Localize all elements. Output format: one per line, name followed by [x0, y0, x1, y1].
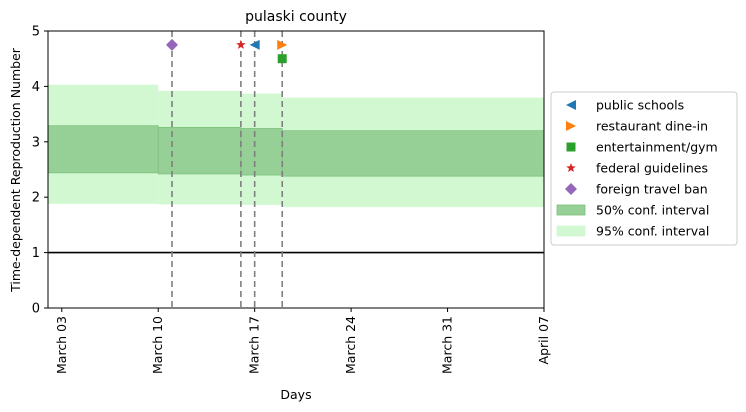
- legend-box: [550, 91, 738, 246]
- y-tick-label: 3: [32, 135, 40, 150]
- x-tick-label: March 17: [247, 316, 262, 374]
- intervention-marker: [249, 39, 260, 50]
- legend-label: 50% conf. interval: [596, 203, 709, 218]
- x-axis-label: Days: [280, 387, 311, 402]
- legend-swatch: [556, 225, 586, 237]
- intervention-marker: [277, 54, 287, 64]
- plot-area: 0 1 2 3 4 5 March 03 March 10 March 17 March 24 Ma…: [32, 25, 551, 374]
- y-tick-label: 1: [32, 246, 40, 261]
- chart-title: pulaski county: [245, 9, 347, 25]
- intervention-marker: [236, 39, 246, 49]
- x-tick-label: April 07: [536, 316, 551, 364]
- ci50-band: [47, 125, 159, 174]
- legend-marker: [566, 100, 576, 110]
- legend-label: foreign travel ban: [596, 182, 708, 197]
- x-tick-label: March 03: [54, 316, 69, 374]
- legend-label: 95% conf. interval: [596, 224, 709, 239]
- ci50-band: [281, 130, 545, 177]
- y-tick-label: 2: [32, 191, 40, 206]
- x-tick-label: March 31: [440, 316, 455, 374]
- intervention-marker: [166, 38, 178, 51]
- legend-label: restaurant dine-in: [596, 119, 708, 134]
- legend-label: entertainment/gym: [596, 140, 718, 155]
- intervention-marker: [277, 39, 288, 50]
- legend-swatch: [556, 204, 586, 216]
- legend-marker: [565, 183, 577, 195]
- ci50-band: [157, 126, 242, 175]
- ci50-band: [240, 128, 283, 176]
- legend-label: public schools: [596, 98, 684, 113]
- y-tick-label: 4: [32, 80, 40, 95]
- legend-marker: [566, 163, 576, 173]
- legend-marker: [566, 121, 576, 131]
- x-tick-label: March 10: [150, 316, 165, 374]
- y-axis-label: Time-dependent Reproduction Number: [8, 47, 23, 293]
- axes-frame: [47, 30, 545, 309]
- legend: public schools restaurant dine-in entertai…: [550, 91, 738, 246]
- y-tick-label: 5: [32, 25, 40, 40]
- y-tick-label: 0: [32, 302, 40, 317]
- legend-marker: [566, 142, 576, 152]
- legend-label: federal guidelines: [596, 161, 708, 176]
- x-tick-label: March 24: [343, 316, 358, 374]
